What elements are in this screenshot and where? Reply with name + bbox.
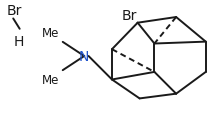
Text: N: N	[79, 50, 89, 63]
Text: Me: Me	[42, 27, 60, 40]
Text: Br: Br	[121, 9, 136, 22]
Text: H: H	[13, 35, 24, 49]
Text: Me: Me	[42, 73, 60, 86]
Text: Br: Br	[7, 4, 22, 18]
